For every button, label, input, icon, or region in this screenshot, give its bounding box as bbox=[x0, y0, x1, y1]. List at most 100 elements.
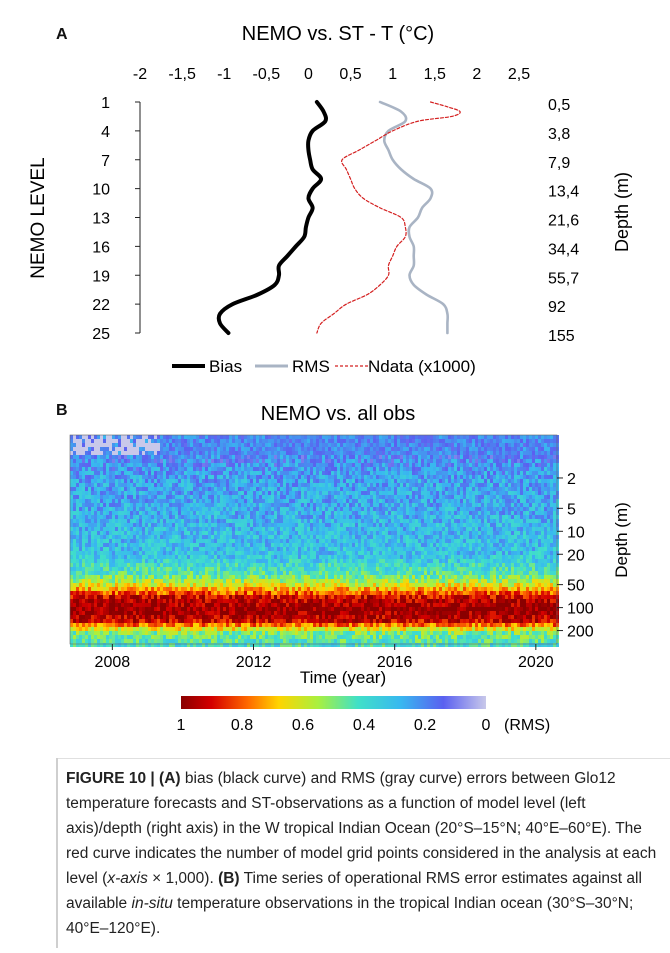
heatmap-cell bbox=[259, 551, 262, 555]
heatmap-cell bbox=[142, 503, 145, 507]
legend-ndata-label: Ndata (x1000) bbox=[368, 357, 476, 376]
heatmap-cell bbox=[334, 579, 337, 583]
heatmap-cell bbox=[184, 551, 187, 555]
heatmap-cell bbox=[79, 635, 82, 639]
heatmap-cell bbox=[286, 451, 289, 455]
heatmap-cell bbox=[340, 503, 343, 507]
heatmap-cell bbox=[175, 635, 178, 639]
heatmap-cell bbox=[157, 527, 160, 531]
heatmap-cell bbox=[217, 491, 220, 495]
heatmap-cell bbox=[160, 443, 163, 447]
heatmap-cell bbox=[103, 551, 106, 555]
heatmap-cell bbox=[229, 447, 232, 451]
heatmap-cell bbox=[181, 567, 184, 571]
heatmap-cell bbox=[175, 559, 178, 563]
heatmap-cell bbox=[166, 571, 169, 575]
heatmap-cell bbox=[268, 459, 271, 463]
heatmap-cell bbox=[172, 583, 175, 587]
heatmap-cell bbox=[289, 591, 292, 595]
heatmap-cell bbox=[346, 563, 349, 567]
heatmap-cell bbox=[157, 551, 160, 555]
heatmap-cell bbox=[223, 583, 226, 587]
heatmap-cell bbox=[313, 439, 316, 443]
heatmap-cell bbox=[157, 543, 160, 547]
heatmap-cell bbox=[94, 615, 97, 619]
heatmap-cell bbox=[190, 495, 193, 499]
heatmap-cell bbox=[265, 627, 268, 631]
heatmap-cell bbox=[343, 555, 346, 559]
heatmap-cell bbox=[328, 567, 331, 571]
heatmap-cell bbox=[103, 599, 106, 603]
heatmap-cell bbox=[229, 611, 232, 615]
heatmap-cell bbox=[226, 439, 229, 443]
heatmap-cell bbox=[211, 539, 214, 543]
heatmap-cell bbox=[79, 587, 82, 591]
heatmap-cell bbox=[178, 519, 181, 523]
heatmap-cell bbox=[124, 591, 127, 595]
heatmap-cell bbox=[262, 571, 265, 575]
heatmap-cell bbox=[118, 515, 121, 519]
heatmap-cell bbox=[82, 455, 85, 459]
heatmap-cell bbox=[214, 507, 217, 511]
heatmap-cell bbox=[91, 491, 94, 495]
heatmap-cell bbox=[241, 459, 244, 463]
heatmap-cell bbox=[118, 635, 121, 639]
heatmap-cell bbox=[187, 455, 190, 459]
heatmap-cell bbox=[172, 475, 175, 479]
heatmap-cell bbox=[217, 639, 220, 643]
heatmap-cell bbox=[262, 535, 265, 539]
heatmap-cell bbox=[73, 503, 76, 507]
heatmap-cell bbox=[211, 499, 214, 503]
heatmap-cell bbox=[346, 591, 349, 595]
heatmap-cell bbox=[85, 627, 88, 631]
heatmap-cell bbox=[247, 623, 250, 627]
heatmap-cell bbox=[274, 623, 277, 627]
heatmap-cell bbox=[115, 631, 118, 635]
heatmap-cell bbox=[193, 519, 196, 523]
heatmap-cell bbox=[133, 455, 136, 459]
heatmap-cell bbox=[175, 607, 178, 611]
heatmap-cell bbox=[100, 495, 103, 499]
heatmap-cell bbox=[235, 475, 238, 479]
heatmap-cell bbox=[169, 447, 172, 451]
heatmap-cell bbox=[115, 531, 118, 535]
heatmap-cell bbox=[232, 523, 235, 527]
heatmap-cell bbox=[334, 479, 337, 483]
heatmap-cell bbox=[205, 623, 208, 627]
heatmap-cell bbox=[118, 551, 121, 555]
heatmap-cell bbox=[208, 507, 211, 511]
heatmap-cell bbox=[85, 443, 88, 447]
heatmap-cell bbox=[331, 523, 334, 527]
heatmap-cell bbox=[217, 595, 220, 599]
heatmap-cell bbox=[163, 539, 166, 543]
heatmap-cell bbox=[307, 535, 310, 539]
heatmap-cell bbox=[133, 607, 136, 611]
heatmap-cell bbox=[103, 587, 106, 591]
heatmap-cell bbox=[295, 563, 298, 567]
heatmap-cell bbox=[337, 447, 340, 451]
heatmap-cell bbox=[124, 567, 127, 571]
heatmap-cell bbox=[151, 511, 154, 515]
heatmap-cell bbox=[193, 611, 196, 615]
heatmap-cell bbox=[115, 563, 118, 567]
heatmap-cell bbox=[139, 479, 142, 483]
heatmap-cell bbox=[100, 515, 103, 519]
heatmap-cell bbox=[82, 439, 85, 443]
heatmap-cell bbox=[289, 531, 292, 535]
heatmap-cell bbox=[97, 475, 100, 479]
heatmap-cell bbox=[307, 579, 310, 583]
heatmap-cell bbox=[340, 463, 343, 467]
heatmap-cell bbox=[178, 619, 181, 623]
heatmap-cell bbox=[166, 467, 169, 471]
heatmap-cell bbox=[166, 543, 169, 547]
a-y-tick-label: 16 bbox=[92, 239, 110, 256]
heatmap-cell bbox=[217, 587, 220, 591]
heatmap-cell bbox=[226, 579, 229, 583]
heatmap-cell bbox=[121, 539, 124, 543]
heatmap-cell bbox=[298, 583, 301, 587]
heatmap-cell bbox=[94, 559, 97, 563]
heatmap-cell bbox=[262, 583, 265, 587]
heatmap-cell bbox=[319, 455, 322, 459]
heatmap-cell bbox=[334, 447, 337, 451]
heatmap-cell bbox=[334, 563, 337, 567]
